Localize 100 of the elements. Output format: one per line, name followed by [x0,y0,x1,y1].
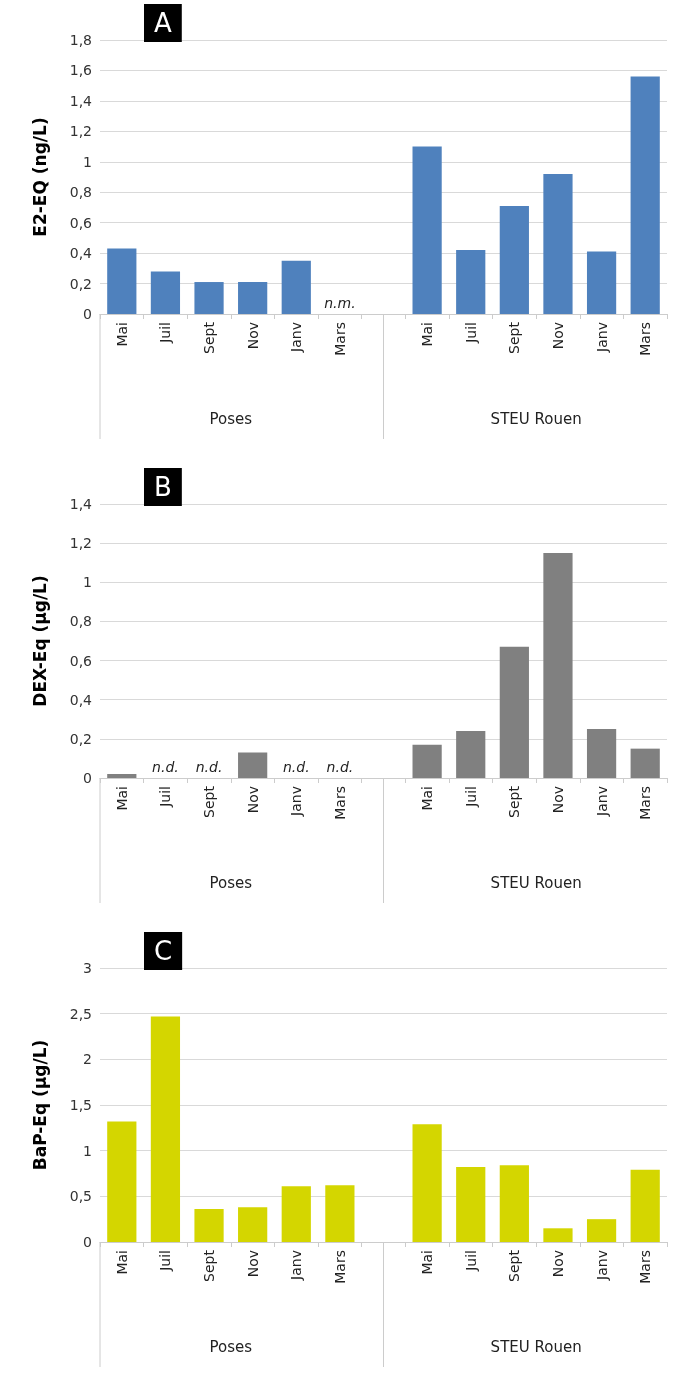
bar [586,251,617,314]
x-tick-label: Juil [462,322,479,344]
y-tick-label: 0,8 [69,184,92,201]
bar [238,282,268,314]
y-tick-label: 3 [83,960,92,976]
y-tick-label: 1,6 [69,62,93,79]
y-tick-label: 0,4 [69,691,93,708]
y-tick-label: 1 [83,153,92,170]
x-tick-label: Janv [593,322,610,353]
text: Poses [209,1338,253,1356]
x-tick-label: Nov [244,1250,261,1278]
bar [499,205,529,314]
bar [412,1124,442,1242]
x-tick-label: Mars [331,786,348,820]
y-tick-label: 1,4 [69,92,93,109]
x-tick-label: Janv [288,322,305,353]
y-tick-label: 1,2 [69,535,92,552]
x-tick-label: Nov [549,1250,566,1278]
y-tick-label: 0 [83,770,92,786]
text: n.d. [152,759,179,775]
x-tick-label: Nov [549,322,566,350]
bar [586,729,617,778]
x-tick-label: Juil [157,322,174,344]
x-tick-label: Mars [331,1250,348,1284]
bar [586,1219,617,1242]
bar [499,646,529,778]
x-tick-label: Mars [637,1250,654,1284]
x-tick-label: Janv [593,1250,610,1281]
x-tick-label: Sept [201,321,218,354]
x-tick-label: Sept [506,321,523,354]
bar [456,1167,486,1242]
bar [456,250,486,314]
y-tick-label: 0,4 [69,245,93,262]
x-tick-label: Nov [244,786,261,814]
y-tick-label: 1 [83,1142,92,1159]
x-tick-label: Janv [288,786,305,817]
bar [412,146,442,314]
text: STEU Rouen [490,874,582,892]
text: n.d. [195,759,223,775]
x-tick-label: Mai [113,786,130,811]
bar [238,752,268,778]
x-tick-label: Juil [462,1250,479,1272]
bar [107,248,137,314]
y-tick-label: 0 [83,306,92,322]
y-tick-label: 0,6 [69,652,93,669]
bar [543,173,573,314]
bar [456,731,486,778]
x-tick-label: Mars [637,322,654,356]
x-tick-label: Janv [288,1250,305,1281]
bar [630,1169,660,1242]
bar [238,1207,268,1242]
x-tick-label: Juil [157,1250,174,1272]
y-tick-label: 2,5 [69,1005,92,1022]
bar [499,1165,529,1242]
text: n.d. [326,759,354,775]
text: Poses [209,874,253,892]
bar [107,774,137,778]
x-tick-label: Mai [113,322,130,347]
bar [630,76,660,314]
y-tick-label: 0,2 [69,275,92,292]
y-tick-label: 0,5 [69,1188,92,1205]
y-axis-title: DEX-Eq (µg/L) [29,575,50,707]
x-tick-label: Sept [201,785,218,818]
y-tick-label: 1,5 [69,1097,92,1113]
text: n.m. [324,295,356,311]
y-tick-label: 0,2 [69,730,92,747]
bar [107,1121,137,1242]
y-tick-label: 1,2 [69,123,92,140]
x-tick-label: Mars [637,786,654,820]
x-tick-label: Mai [419,1250,436,1275]
x-tick-label: Mars [331,322,348,356]
bar [281,260,311,314]
y-tick-label: 0 [83,1234,92,1250]
x-tick-label: Sept [506,1249,523,1282]
y-tick-label: 1 [83,574,92,591]
x-tick-label: Mai [419,322,436,347]
y-tick-label: 0,6 [69,214,93,231]
bar [150,1016,181,1242]
bar [543,1228,573,1242]
y-tick-label: 0,8 [69,613,92,630]
bar [194,282,224,314]
text: n.d. [282,759,310,775]
x-tick-label: Mai [419,786,436,811]
text: STEU Rouen [490,1338,582,1356]
y-tick-label: 1,8 [69,32,92,48]
y-tick-label: 1,4 [69,496,93,512]
bar [325,1185,355,1242]
y-tick-label: 2 [83,1051,92,1068]
bar [630,748,660,778]
x-tick-label: Mai [113,1250,130,1275]
text: STEU Rouen [490,410,582,428]
bar [150,271,181,314]
chart-title: A [154,8,172,38]
text: Poses [209,410,253,428]
chart-title: C [154,936,173,966]
x-tick-label: Nov [549,786,566,814]
bar [194,1209,224,1242]
bar [281,1186,311,1242]
x-tick-label: Juil [462,786,479,808]
x-tick-label: Juil [157,786,174,808]
